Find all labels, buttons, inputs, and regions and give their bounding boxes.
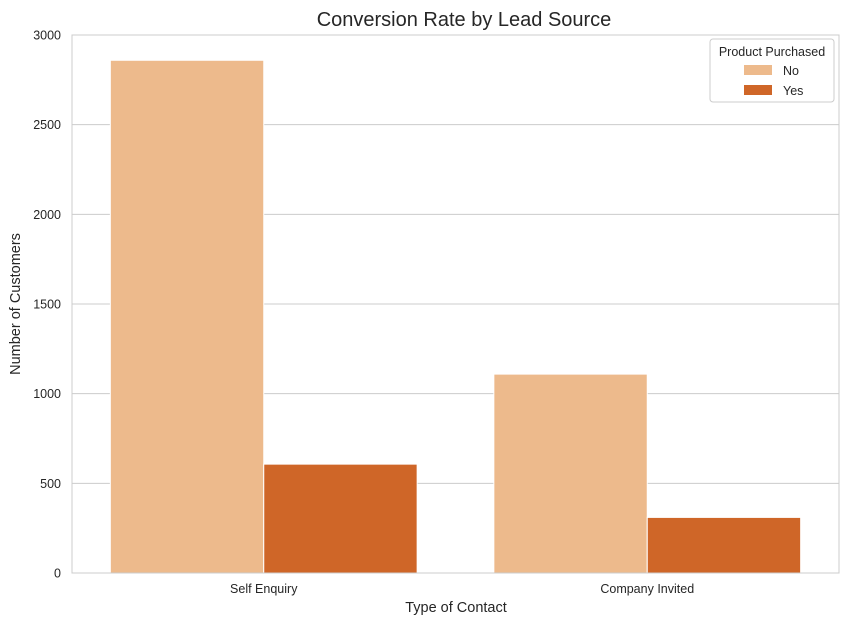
legend-swatch-yes [744, 85, 772, 95]
x-tick-label: Company Invited [600, 582, 694, 596]
y-axis-ticks: 0 500 1000 1500 2000 2500 3000 [33, 29, 61, 581]
legend: Product Purchased No Yes [709, 38, 835, 103]
y-tick-label: 2500 [33, 118, 61, 132]
bar-yes-company-invited [646, 516, 802, 574]
legend-title: Product Purchased [719, 45, 825, 59]
x-axis-ticks: Self Enquiry Company Invited [230, 582, 694, 596]
bar-no-company-invited [493, 373, 648, 574]
bar-no-self-enquiry [109, 59, 265, 574]
bars [109, 59, 802, 574]
y-tick-label: 2000 [33, 208, 61, 222]
legend-swatch-no [744, 65, 772, 75]
legend-entries: No Yes [744, 64, 803, 98]
y-tick-label: 1500 [33, 298, 61, 312]
x-tick-label: Self Enquiry [230, 582, 298, 596]
chart-title: Conversion Rate by Lead Source [317, 9, 612, 31]
x-axis-label: Type of Contact [405, 600, 507, 616]
y-tick-label: 0 [54, 567, 61, 581]
plot-frame [71, 34, 840, 574]
bar-yes-self-enquiry [263, 463, 418, 574]
y-tick-label: 3000 [33, 29, 61, 43]
legend-label-no: No [783, 64, 799, 78]
y-tick-label: 1000 [33, 387, 61, 401]
y-axis-label: Number of Customers [8, 233, 24, 375]
legend-label-yes: Yes [783, 84, 803, 98]
y-tick-label: 500 [40, 477, 61, 491]
